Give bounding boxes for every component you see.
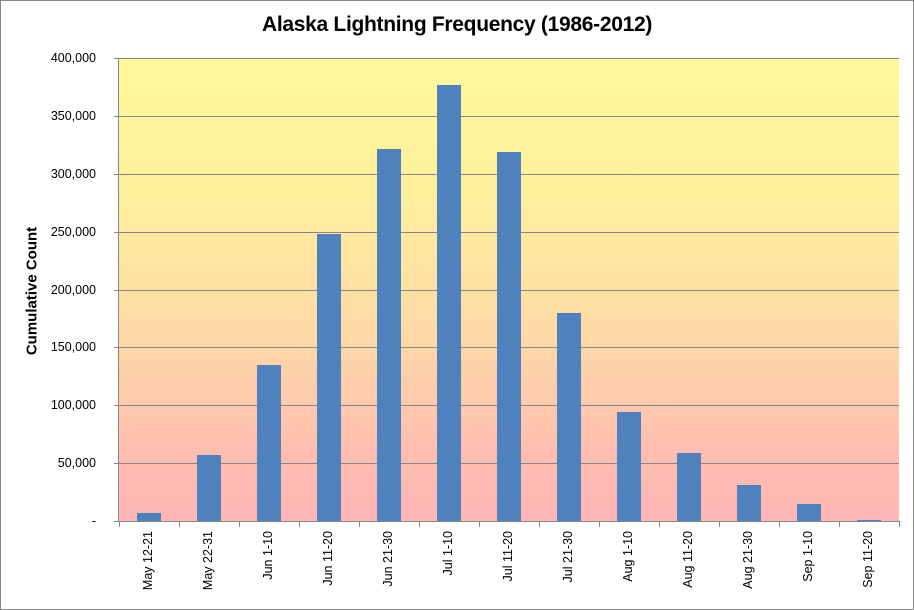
x-tick-mark — [719, 521, 720, 527]
plot-area — [119, 58, 899, 521]
bar-jul-21-30 — [557, 313, 581, 521]
bar-sep-1-10 — [797, 504, 821, 521]
y-axis-title: Cumulative Count — [23, 226, 41, 356]
x-tick-label: Jun 1-10 — [261, 531, 275, 580]
y-tick-mark — [114, 290, 119, 291]
x-tick-label: Jun 11-20 — [321, 531, 335, 586]
x-tick-mark — [179, 521, 180, 527]
x-tick-mark — [839, 521, 840, 527]
y-tick-label: 50,000 — [57, 456, 96, 471]
y-tick-mark — [114, 58, 119, 59]
y-tick-label: 250,000 — [50, 224, 96, 239]
bar-aug-11-20 — [677, 453, 701, 521]
x-tick-label: Sep 11-20 — [861, 531, 875, 588]
y-tick-mark — [114, 405, 119, 406]
bar-may-12-21 — [137, 513, 161, 521]
bar-jul-1-10 — [437, 85, 461, 521]
x-tick-mark — [659, 521, 660, 527]
x-tick-label: Jul 21-30 — [561, 531, 575, 583]
x-tick-label: May 22-31 — [201, 531, 215, 591]
y-tick-mark — [114, 521, 119, 522]
gridline — [119, 58, 899, 59]
bar-jul-11-20 — [497, 152, 521, 521]
x-axis-line — [118, 521, 900, 522]
bar-aug-1-10 — [617, 412, 641, 521]
bar-sep-11-20 — [857, 520, 881, 521]
x-tick-label: May 12-21 — [141, 531, 155, 591]
bar-aug-21-30 — [737, 485, 761, 521]
y-tick-label: 400,000 — [50, 51, 96, 65]
x-tick-mark — [239, 521, 240, 527]
x-tick-mark — [479, 521, 480, 527]
x-tick-mark — [419, 521, 420, 527]
y-tick-label: 150,000 — [50, 340, 96, 355]
y-tick-label: 200,000 — [50, 282, 96, 297]
x-tick-mark — [359, 521, 360, 527]
y-tick-mark — [114, 116, 119, 117]
bar-jun-11-20 — [317, 234, 341, 521]
x-tick-label: Aug 11-20 — [681, 531, 695, 588]
x-tick-mark — [299, 521, 300, 527]
y-tick-mark — [114, 232, 119, 233]
y-tick-mark — [114, 174, 119, 175]
bar-jun-1-10 — [257, 365, 281, 521]
x-tick-label: Aug 1-10 — [621, 531, 635, 582]
x-tick-mark — [599, 521, 600, 527]
y-tick-mark — [114, 347, 119, 348]
y-tick-label: 100,000 — [50, 398, 96, 413]
chart-title: Alaska Lightning Frequency (1986-2012) — [261, 13, 653, 36]
bar-jun-21-30 — [377, 149, 401, 521]
x-tick-mark — [119, 521, 120, 527]
x-tick-label: Jul 1-10 — [441, 531, 455, 576]
x-tick-mark — [779, 521, 780, 527]
y-tick-label: 300,000 — [50, 166, 96, 181]
gridline — [119, 116, 899, 117]
x-tick-label: Jun 21-30 — [381, 531, 395, 587]
x-tick-mark — [899, 521, 900, 527]
x-tick-label: Jul 11-20 — [501, 531, 515, 582]
y-tick-label: - — [91, 514, 96, 528]
x-tick-label: Sep 1-10 — [801, 531, 815, 582]
y-tick-mark — [114, 463, 119, 464]
y-tick-label: 350,000 — [50, 108, 96, 123]
x-tick-mark — [539, 521, 540, 527]
bar-may-22-31 — [197, 455, 221, 521]
x-tick-label: Aug 21-30 — [741, 531, 755, 589]
